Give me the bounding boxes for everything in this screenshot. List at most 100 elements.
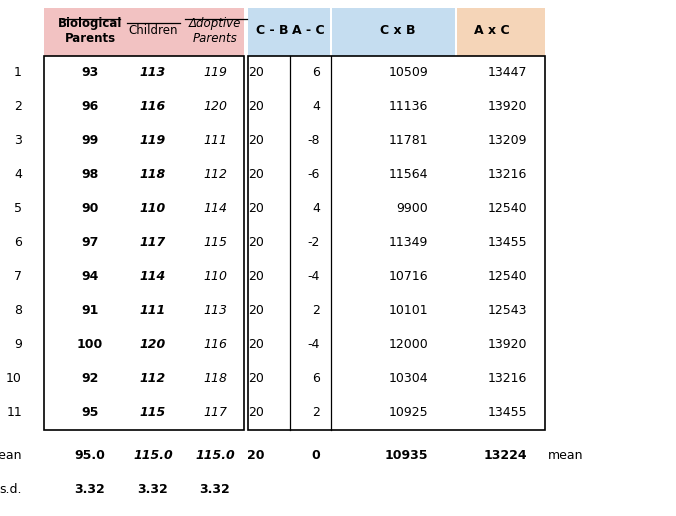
Text: 6: 6 — [14, 236, 22, 250]
Text: -8: -8 — [308, 135, 320, 148]
Text: -6: -6 — [308, 169, 320, 182]
Text: Biological: Biological — [58, 18, 122, 30]
Text: 12540: 12540 — [487, 270, 527, 283]
Text: 12000: 12000 — [388, 338, 428, 351]
Text: 10101: 10101 — [389, 304, 428, 317]
Text: 13455: 13455 — [487, 407, 527, 420]
Text: 116: 116 — [140, 101, 166, 114]
Text: 91: 91 — [81, 304, 99, 317]
Text: -4: -4 — [308, 270, 320, 283]
Text: 113: 113 — [140, 67, 166, 79]
Text: 11349: 11349 — [389, 236, 428, 250]
Bar — [248, 56, 545, 430]
Text: 2: 2 — [312, 304, 320, 317]
Text: 2: 2 — [14, 101, 22, 114]
Text: Parents: Parents — [64, 31, 116, 44]
Text: 94: 94 — [81, 270, 99, 283]
Text: 120: 120 — [203, 101, 227, 114]
Text: 10716: 10716 — [389, 270, 428, 283]
Text: 20: 20 — [248, 67, 264, 79]
Text: -4: -4 — [308, 338, 320, 351]
Text: 97: 97 — [81, 236, 99, 250]
Text: 116: 116 — [203, 338, 227, 351]
Text: 11136: 11136 — [389, 101, 428, 114]
Text: 10: 10 — [6, 373, 22, 385]
Text: 111: 111 — [140, 304, 166, 317]
Text: 96: 96 — [81, 101, 99, 114]
Bar — [44, 8, 244, 56]
Text: 10304: 10304 — [389, 373, 428, 385]
Text: 3: 3 — [14, 135, 22, 148]
Text: Parents: Parents — [193, 31, 237, 44]
Text: 20: 20 — [248, 236, 264, 250]
Text: 13224: 13224 — [483, 449, 527, 462]
Text: C x B: C x B — [380, 24, 416, 38]
Text: 6: 6 — [312, 67, 320, 79]
Text: 20: 20 — [248, 202, 264, 216]
Text: 7: 7 — [14, 270, 22, 283]
Text: 13216: 13216 — [487, 373, 527, 385]
Text: 95: 95 — [81, 407, 99, 420]
Text: 118: 118 — [203, 373, 227, 385]
Text: 100: 100 — [77, 338, 103, 351]
Bar — [248, 8, 330, 56]
Text: 13447: 13447 — [487, 67, 527, 79]
Text: 99: 99 — [81, 135, 99, 148]
Text: 13216: 13216 — [487, 169, 527, 182]
Text: 110: 110 — [203, 270, 227, 283]
Text: 20: 20 — [248, 270, 264, 283]
Text: 112: 112 — [140, 373, 166, 385]
Text: mean: mean — [548, 449, 583, 462]
Text: Children: Children — [128, 24, 178, 38]
Text: 13920: 13920 — [487, 338, 527, 351]
Text: 10925: 10925 — [389, 407, 428, 420]
Text: 3.32: 3.32 — [138, 483, 168, 496]
Text: 3.32: 3.32 — [199, 483, 231, 496]
Text: 9900: 9900 — [396, 202, 428, 216]
Text: 13209: 13209 — [487, 135, 527, 148]
Text: 118: 118 — [140, 169, 166, 182]
Text: 20: 20 — [247, 449, 264, 462]
Text: 98: 98 — [81, 169, 99, 182]
Text: 11781: 11781 — [389, 135, 428, 148]
Text: 115: 115 — [140, 407, 166, 420]
Text: mean: mean — [0, 449, 22, 462]
Text: 4: 4 — [312, 101, 320, 114]
Text: 117: 117 — [140, 236, 166, 250]
Text: 20: 20 — [248, 304, 264, 317]
Text: 20: 20 — [248, 169, 264, 182]
Text: 117: 117 — [203, 407, 227, 420]
Text: 10935: 10935 — [385, 449, 428, 462]
Text: 13455: 13455 — [487, 236, 527, 250]
Text: 10509: 10509 — [388, 67, 428, 79]
Text: A - C: A - C — [291, 24, 324, 38]
Text: s.d.: s.d. — [0, 483, 22, 496]
Text: 12543: 12543 — [487, 304, 527, 317]
Text: 115: 115 — [203, 236, 227, 250]
Text: 114: 114 — [203, 202, 227, 216]
Text: 20: 20 — [248, 373, 264, 385]
Text: 119: 119 — [140, 135, 166, 148]
Text: 20: 20 — [248, 338, 264, 351]
Text: 20: 20 — [248, 407, 264, 420]
Text: 6: 6 — [312, 373, 320, 385]
Text: 8: 8 — [14, 304, 22, 317]
Text: 20: 20 — [248, 101, 264, 114]
Text: 11: 11 — [6, 407, 22, 420]
Text: 1: 1 — [14, 67, 22, 79]
Text: 20: 20 — [248, 135, 264, 148]
Text: 93: 93 — [81, 67, 99, 79]
Text: 90: 90 — [81, 202, 99, 216]
Text: 13920: 13920 — [487, 101, 527, 114]
Text: 4: 4 — [14, 169, 22, 182]
Text: 4: 4 — [312, 202, 320, 216]
Text: 92: 92 — [81, 373, 99, 385]
Text: Δdoptive: Δdoptive — [189, 18, 241, 30]
Text: 120: 120 — [140, 338, 166, 351]
Text: 111: 111 — [203, 135, 227, 148]
Text: 110: 110 — [140, 202, 166, 216]
Text: A x C: A x C — [474, 24, 510, 38]
Text: 115.0: 115.0 — [195, 449, 235, 462]
Text: 5: 5 — [14, 202, 22, 216]
Text: 3.32: 3.32 — [74, 483, 105, 496]
